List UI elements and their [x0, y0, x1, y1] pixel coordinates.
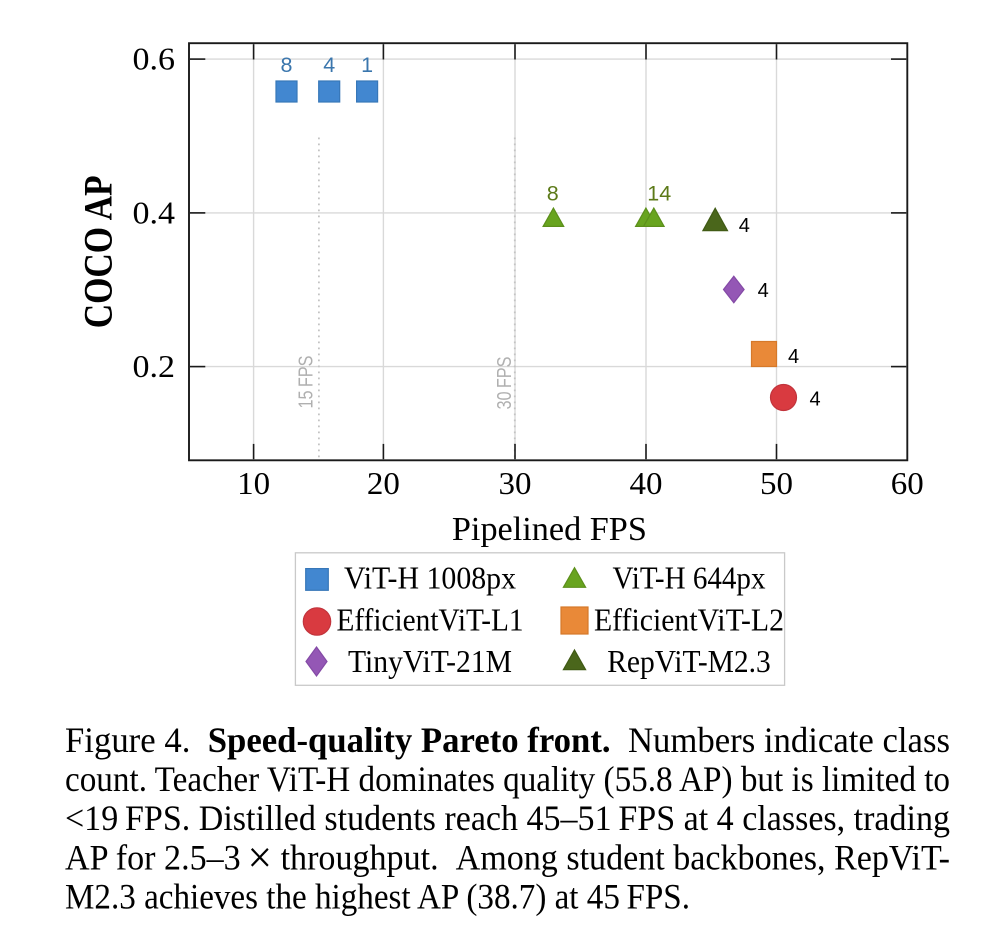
svg-text:EfficientViT-L1: EfficientViT-L1 — [337, 601, 524, 637]
svg-text:AP for 2.5–3 × throughput. Amo: AP for 2.5–3 × throughput. Among student… — [65, 831, 950, 882]
svg-text:50: 50 — [760, 465, 793, 501]
svg-text:0.2: 0.2 — [133, 348, 176, 384]
svg-text:8: 8 — [547, 182, 559, 206]
svg-text:COCO AP: COCO AP — [75, 175, 120, 328]
svg-text:0.6: 0.6 — [133, 41, 176, 77]
svg-text:60: 60 — [891, 465, 924, 501]
svg-text:14: 14 — [647, 182, 671, 206]
svg-text:4: 4 — [323, 53, 335, 77]
svg-text:4: 4 — [739, 215, 750, 237]
svg-text:EfficientViT-L2: EfficientViT-L2 — [594, 601, 784, 637]
svg-text:count. Teacher ViT-H dominates: count. Teacher ViT-H dominates quality (… — [65, 759, 950, 799]
svg-text:ViT-H 644px: ViT-H 644px — [613, 560, 766, 596]
svg-text:20: 20 — [367, 465, 400, 501]
svg-text:Figure 4. Speed-quality Pareto: Figure 4. Speed-quality Pareto front. Nu… — [65, 720, 950, 760]
svg-text:30 FPS: 30 FPS — [494, 357, 516, 410]
svg-text:<19 FPS. Distilled students re: <19 FPS. Distilled students reach 45–51 … — [65, 798, 950, 838]
svg-text:15 FPS: 15 FPS — [296, 356, 318, 409]
svg-text:1: 1 — [361, 53, 373, 77]
svg-text:ViT-H 1008px: ViT-H 1008px — [344, 560, 516, 596]
svg-text:4: 4 — [788, 346, 799, 368]
svg-text:RepViT-M2.3: RepViT-M2.3 — [607, 643, 771, 679]
svg-text:M2.3 achieves the highest AP (: M2.3 achieves the highest AP (38.7) at 4… — [65, 876, 690, 916]
svg-text:40: 40 — [630, 465, 663, 501]
svg-text:8: 8 — [281, 53, 293, 77]
svg-text:4: 4 — [758, 280, 769, 302]
svg-text:30: 30 — [499, 465, 532, 501]
svg-text:4: 4 — [809, 388, 820, 410]
svg-text:0.4: 0.4 — [133, 194, 176, 230]
svg-text:Pipelined FPS: Pipelined FPS — [452, 511, 647, 548]
svg-text:TinyViT-21M: TinyViT-21M — [348, 643, 512, 679]
svg-text:10: 10 — [237, 465, 270, 501]
